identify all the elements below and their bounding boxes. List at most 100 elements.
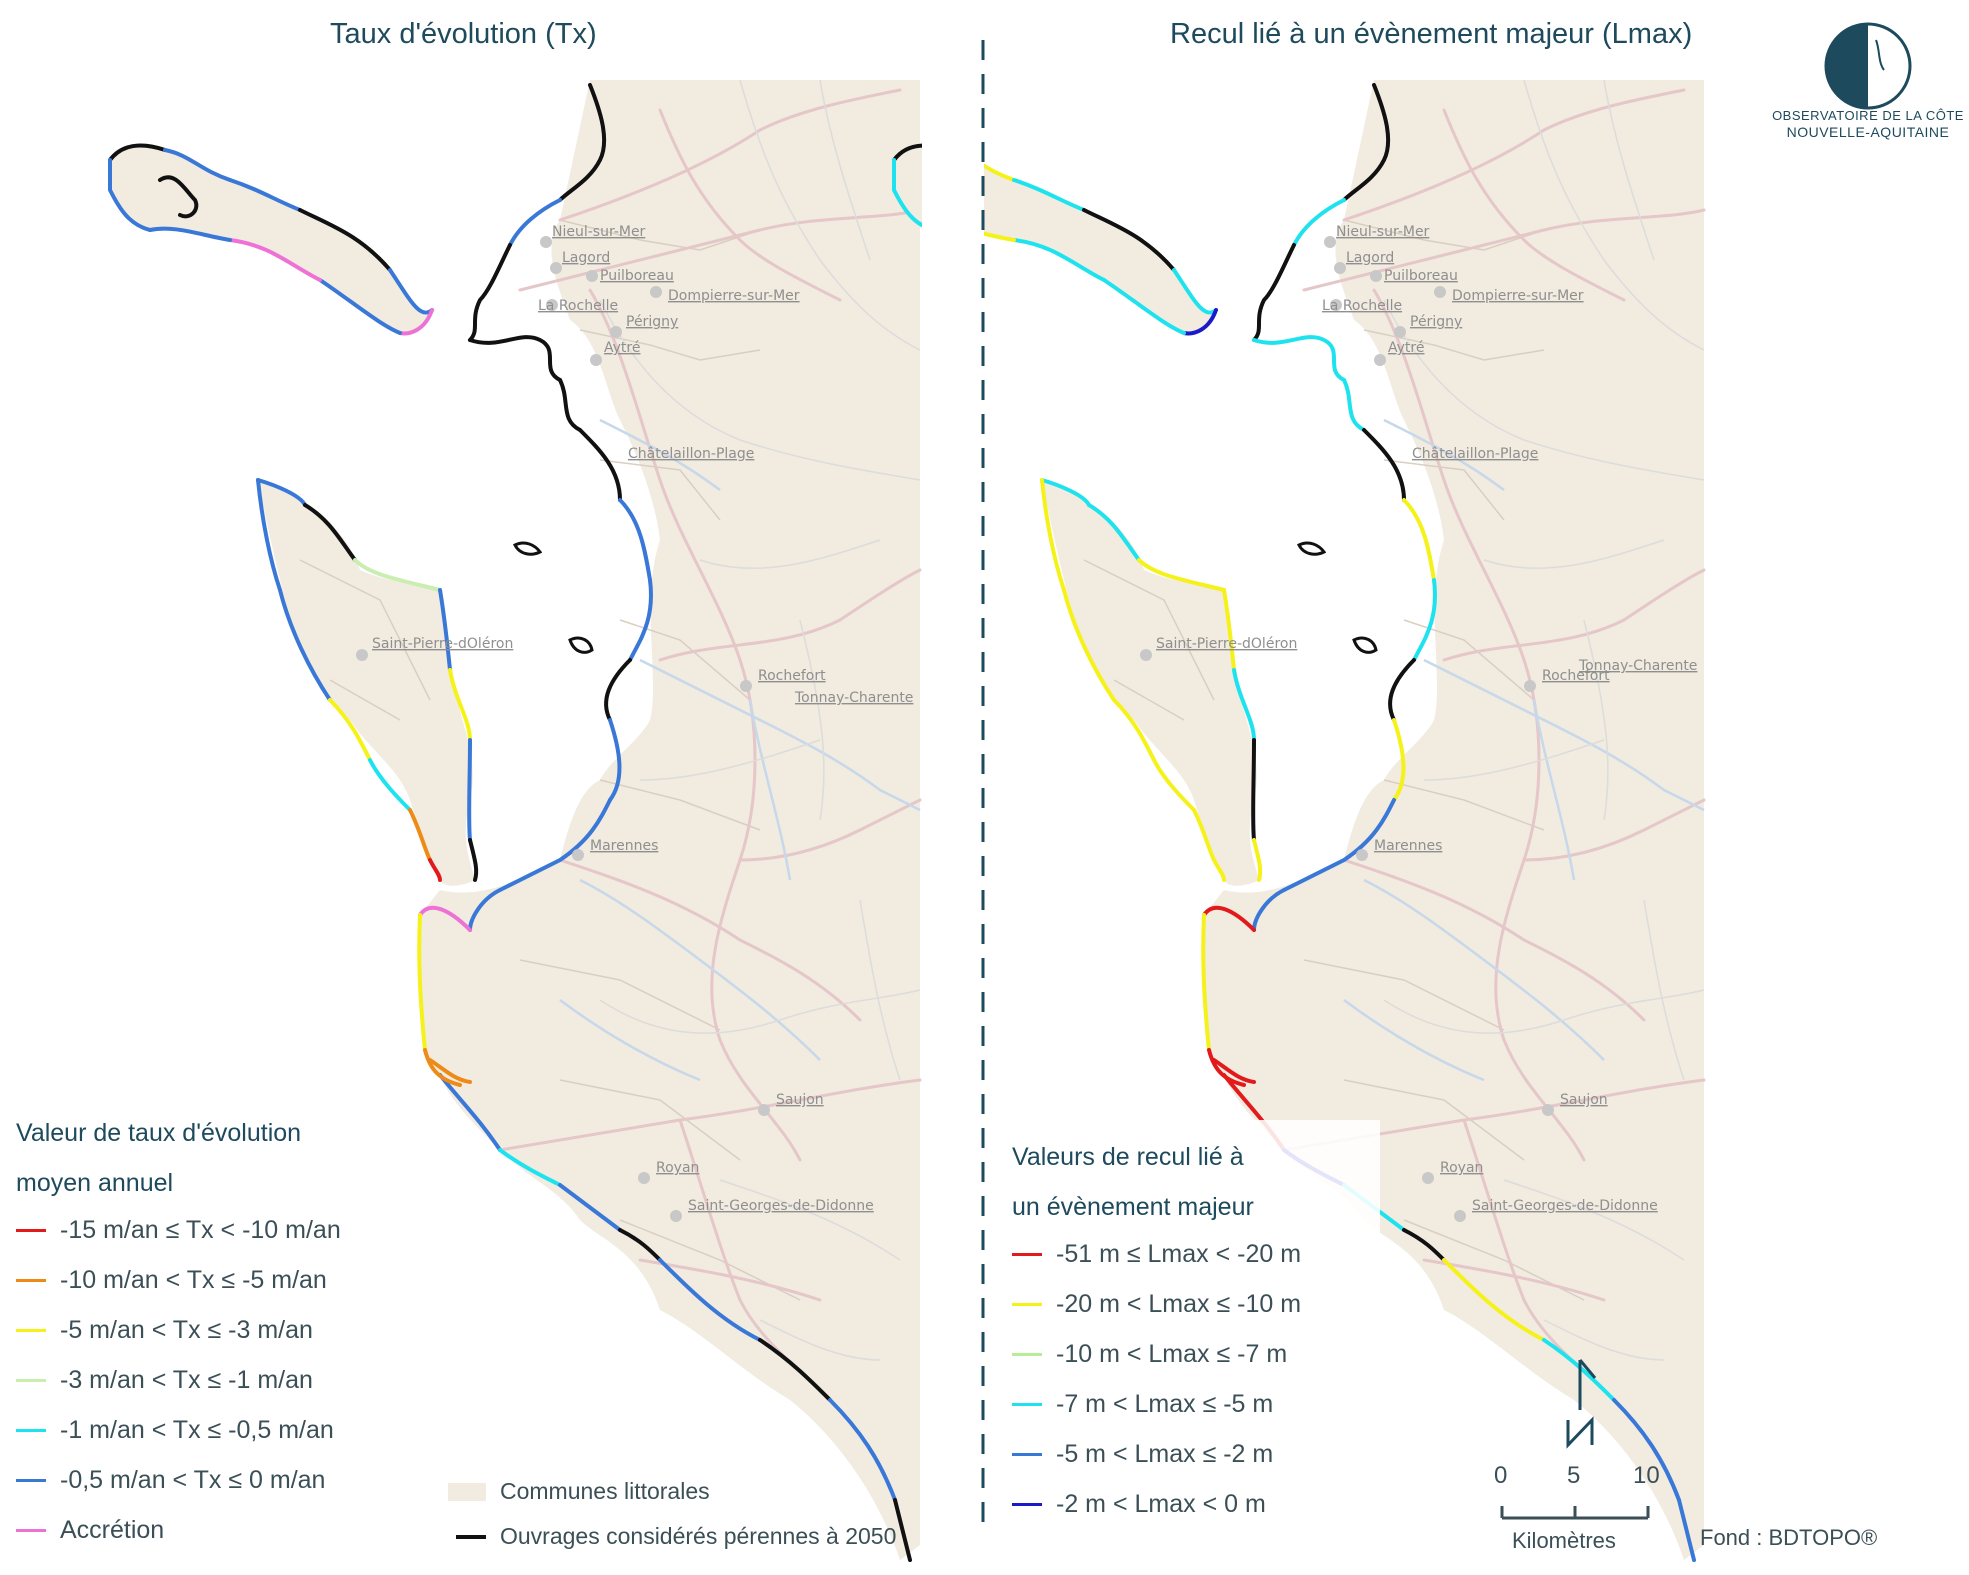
lmax-legend-title-line2: un évènement majeur xyxy=(1012,1193,1254,1221)
legend-swatch xyxy=(1012,1453,1042,1456)
legend-swatch xyxy=(16,1279,46,1282)
tx-legend-label: -5 m/an < Tx ≤ -3 m/an xyxy=(60,1316,313,1344)
lmax-legend-label: -20 m < Lmax ≤ -10 m xyxy=(1056,1290,1302,1318)
logo-line1: OBSERVATOIRE DE LA CÔTE xyxy=(1772,108,1964,123)
tx-legend-item: -3 m/an < Tx ≤ -1 m/an xyxy=(16,1366,313,1395)
lmax-legend-label: -2 m < Lmax < 0 m xyxy=(1056,1490,1266,1518)
town-larochelle: La Rochelle xyxy=(538,298,618,314)
logo-mark xyxy=(1824,22,1912,110)
scale-unit: Kilomètres xyxy=(1512,1528,1616,1553)
lmax-legend-label: -51 m ≤ Lmax < -20 m xyxy=(1056,1240,1302,1268)
legend-swatch xyxy=(1012,1303,1042,1306)
tx-legend-item: -0,5 m/an < Tx ≤ 0 m/an xyxy=(16,1466,325,1495)
map-credit: Fond : BDTOPO® xyxy=(1700,1525,1878,1550)
legend-swatch xyxy=(1012,1503,1042,1506)
lmax-legend-label: -7 m < Lmax ≤ -5 m xyxy=(1056,1390,1274,1418)
tx-legend-label: -1 m/an < Tx ≤ -0,5 m/an xyxy=(60,1416,334,1444)
town-stpierre: Saint-Pierre-dOléron xyxy=(372,636,513,652)
left-mainland-coast xyxy=(438,83,912,1562)
town-aytre: Aytré xyxy=(604,340,640,356)
legend-swatch xyxy=(16,1379,46,1382)
lmax-legend-item: -2 m < Lmax < 0 m xyxy=(1012,1490,1266,1519)
lmax-legend-title-line1: Valeurs de recul lié à xyxy=(1012,1143,1244,1171)
legend-communes-label: Communes littorales xyxy=(500,1478,710,1504)
legend-ouvrages-label: Ouvrages considérés pérennes à 2050 xyxy=(500,1523,897,1549)
left-map-title: Taux d'évolution (Tx) xyxy=(330,18,597,50)
town-stgeorges: Saint-Georges-de-Didonne xyxy=(688,1198,874,1214)
legend-swatch xyxy=(16,1429,46,1432)
town-tonnay: Tonnay-Charente xyxy=(1578,658,1697,674)
town-chatelaillon: Châtelaillon-Plage xyxy=(628,446,754,462)
left-arvert-coast xyxy=(417,905,472,1087)
lmax-legend-label: -10 m < Lmax ≤ -7 m xyxy=(1056,1340,1288,1368)
scale-tick-0: 0 xyxy=(1494,1462,1508,1489)
tx-legend-title-line2: moyen annuel xyxy=(16,1169,174,1197)
lmax-legend-item: -10 m < Lmax ≤ -7 m xyxy=(1012,1340,1287,1369)
tx-legend-label: -10 m/an < Tx ≤ -5 m/an xyxy=(60,1266,327,1294)
town-puilboreau: Puilboreau xyxy=(600,268,674,284)
right-town-labels: Nieul-sur-Mer Lagord Puilboreau Dompierr… xyxy=(1140,224,1697,1222)
communes-swatch xyxy=(448,1482,486,1501)
town-perigny: Périgny xyxy=(1410,314,1462,330)
town-puilboreau: Puilboreau xyxy=(1384,268,1458,284)
legend-swatch xyxy=(16,1529,46,1532)
legend-swatch xyxy=(16,1479,46,1482)
lmax-legend-label: -5 m < Lmax ≤ -2 m xyxy=(1056,1440,1274,1468)
legend-swatch xyxy=(16,1329,46,1332)
legend-swatch xyxy=(16,1229,46,1232)
town-rochefort: Rochefort xyxy=(1542,668,1610,684)
town-rochefort: Rochefort xyxy=(758,668,826,684)
legend-swatch xyxy=(1012,1353,1042,1356)
town-chatelaillon: Châtelaillon-Plage xyxy=(1412,446,1538,462)
lmax-legend-item: -7 m < Lmax ≤ -5 m xyxy=(1012,1390,1273,1419)
tx-legend-label: -3 m/an < Tx ≤ -1 m/an xyxy=(60,1366,313,1394)
town-saujon: Saujon xyxy=(1560,1092,1608,1108)
town-dompierre: Dompierre-sur-Mer xyxy=(668,288,800,304)
tx-legend-item: Accrétion xyxy=(16,1516,164,1545)
legend-communes: Communes littorales xyxy=(448,1478,710,1505)
town-marennes: Marennes xyxy=(1374,838,1442,854)
tx-legend-item: -5 m/an < Tx ≤ -3 m/an xyxy=(16,1316,313,1345)
legend-ouvrages: Ouvrages considérés pérennes à 2050 xyxy=(456,1523,896,1550)
town-royan: Royan xyxy=(1440,1160,1483,1176)
logo-line2: NOUVELLE-AQUITAINE xyxy=(1786,124,1950,140)
town-perigny: Périgny xyxy=(626,314,678,330)
scale-tick-10: 10 xyxy=(1633,1462,1660,1489)
lmax-legend-item: -20 m < Lmax ≤ -10 m xyxy=(1012,1290,1301,1319)
right-arvert-coast xyxy=(1201,905,1256,1087)
scale-bar xyxy=(1500,1506,1650,1520)
lmax-legend-item: -5 m < Lmax ≤ -2 m xyxy=(1012,1440,1273,1469)
town-aytre: Aytré xyxy=(1388,340,1424,356)
town-marennes: Marennes xyxy=(590,838,658,854)
left-oleron-coast xyxy=(256,478,479,882)
town-saujon: Saujon xyxy=(776,1092,824,1108)
legend-swatch xyxy=(1012,1403,1042,1406)
town-tonnay: Tonnay-Charente xyxy=(794,690,913,706)
tx-legend-title-line1: Valeur de taux d'évolution xyxy=(16,1119,302,1147)
tx-legend-item: -10 m/an < Tx ≤ -5 m/an xyxy=(16,1266,327,1295)
right-map-title: Recul lié à un évènement majeur (Lmax) xyxy=(1170,18,1693,50)
tx-legend-label: -0,5 m/an < Tx ≤ 0 m/an xyxy=(60,1466,326,1494)
town-dompierre: Dompierre-sur-Mer xyxy=(1452,288,1584,304)
town-stgeorges: Saint-Georges-de-Didonne xyxy=(1472,1198,1658,1214)
legend-swatch xyxy=(1012,1253,1042,1256)
town-lagord: Lagord xyxy=(1346,250,1394,266)
ouvrages-swatch xyxy=(456,1534,486,1539)
right-map xyxy=(892,78,1706,1562)
tx-legend-label: Accrétion xyxy=(60,1516,165,1544)
town-stpierre: Saint-Pierre-dOléron xyxy=(1156,636,1297,652)
right-oleron-coast xyxy=(1040,478,1263,882)
lmax-legend-item: -51 m ≤ Lmax < -20 m xyxy=(1012,1240,1301,1269)
town-royan: Royan xyxy=(656,1160,699,1176)
tx-legend-item: -15 m/an ≤ Tx < -10 m/an xyxy=(16,1216,341,1245)
north-arrow xyxy=(1566,1359,1597,1449)
town-nieul: Nieul-sur-Mer xyxy=(1336,224,1430,240)
left-map xyxy=(108,78,922,1562)
tx-legend-item: -1 m/an < Tx ≤ -0,5 m/an xyxy=(16,1416,334,1445)
tx-legend-label: -15 m/an ≤ Tx < -10 m/an xyxy=(60,1216,341,1244)
left-town-labels: Nieul-sur-Mer Lagord Puilboreau Dompierr… xyxy=(356,224,913,1222)
town-larochelle: La Rochelle xyxy=(1322,298,1402,314)
town-nieul: Nieul-sur-Mer xyxy=(552,224,646,240)
left-re-coast xyxy=(108,143,434,336)
